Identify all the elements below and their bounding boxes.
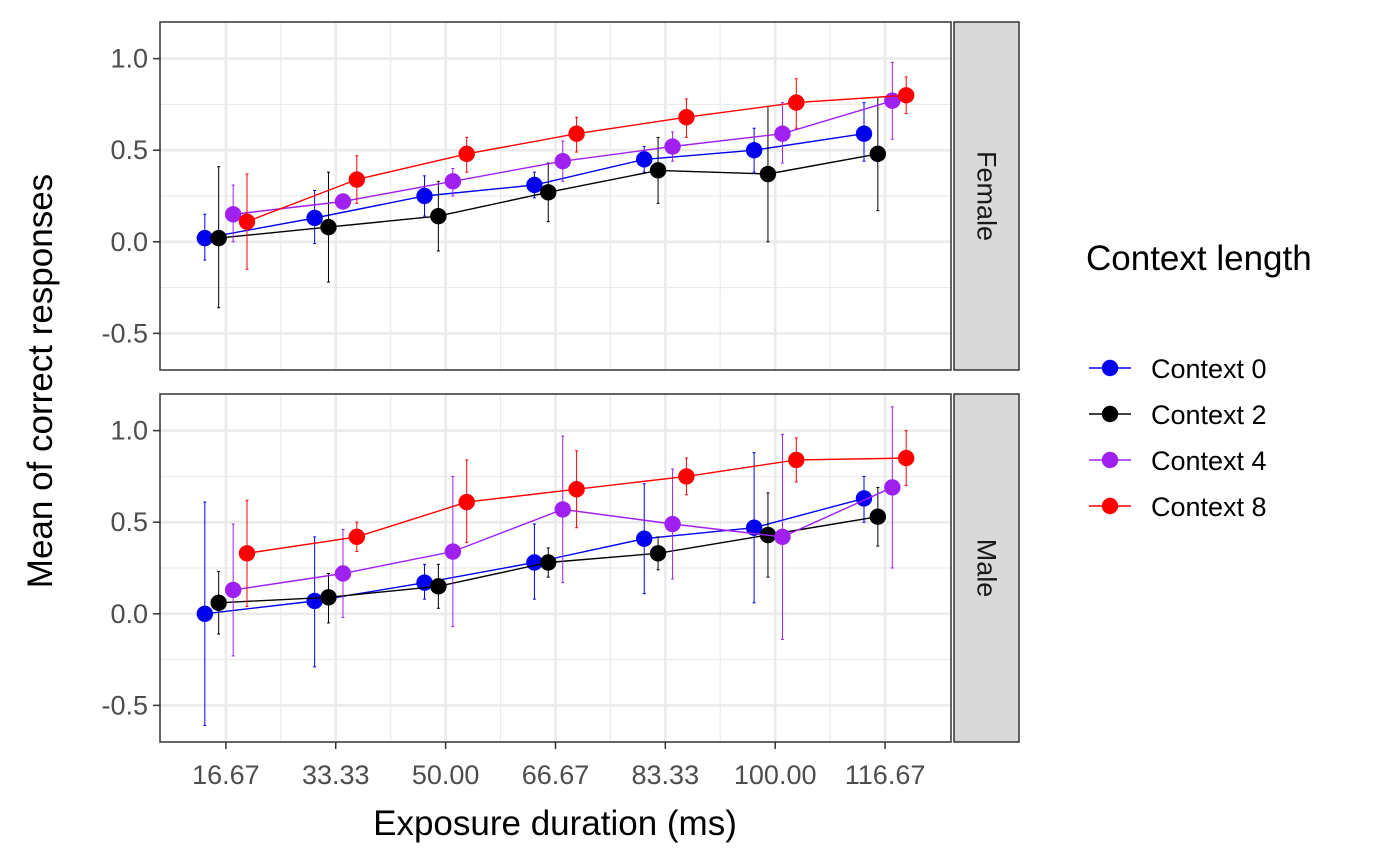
data-point — [458, 493, 475, 511]
x-tick-label: 16.67 — [192, 760, 260, 790]
x-tick-label: 33.33 — [302, 760, 370, 790]
data-point — [897, 449, 915, 467]
y-tick-label: 1.0 — [110, 416, 148, 446]
data-point — [238, 213, 256, 230]
facet-strip — [953, 21, 1020, 371]
y-tick-label: -0.5 — [101, 690, 148, 720]
data-point — [430, 578, 447, 595]
data-point — [678, 468, 695, 485]
data-point — [664, 138, 681, 155]
y-tick-label: 0.5 — [110, 507, 148, 537]
data-point — [636, 530, 653, 547]
legend-label: Context 8 — [1151, 492, 1267, 522]
data-point — [678, 109, 695, 126]
chart-panels: -0.5 0.0 0.5 1.0 Female -0.5 0.0 0.5 1.0 Male — [101, 21, 1020, 743]
data-point — [788, 451, 805, 469]
data-point — [774, 125, 791, 142]
y-axis-title: Mean of correct responses — [21, 174, 60, 588]
data-point — [320, 589, 337, 606]
y-tick-label: 0.5 — [110, 135, 148, 165]
data-point — [884, 479, 901, 496]
series-context-8 — [238, 76, 915, 270]
facet-strip-label: Female — [972, 151, 1002, 241]
series-context-8 — [238, 430, 915, 607]
x-tick-label: 66.67 — [522, 760, 590, 790]
series-context-0 — [196, 452, 873, 727]
data-point — [568, 481, 585, 498]
data-point — [759, 165, 777, 183]
legend-label: Context 0 — [1151, 354, 1267, 384]
data-point — [196, 605, 214, 622]
data-point — [869, 145, 887, 163]
legend-key-point — [1101, 359, 1119, 377]
data-point — [774, 528, 791, 546]
facet-strip-label: Male — [972, 539, 1002, 598]
data-point — [869, 508, 887, 525]
data-point — [649, 545, 667, 562]
panel-female: -0.5 0.0 0.5 1.0 Female — [101, 21, 1020, 371]
legend-label: Context 4 — [1151, 446, 1267, 476]
data-point — [210, 229, 227, 247]
data-point — [788, 94, 805, 111]
data-point — [649, 162, 667, 179]
x-tick-label: 100.00 — [734, 760, 817, 790]
data-point — [664, 515, 681, 533]
data-point — [554, 501, 571, 518]
x-tick-label: 116.67 — [845, 760, 926, 790]
y-tick-label: 1.0 — [110, 44, 148, 74]
data-point — [306, 209, 323, 227]
legend-entries: Context 0 Context 2 Context 4 Context 8 — [1089, 354, 1267, 522]
data-point — [334, 565, 352, 582]
data-point — [210, 594, 227, 611]
data-point — [540, 554, 557, 571]
data-point — [855, 125, 873, 142]
y-tick-label: 0.0 — [110, 227, 148, 257]
x-tick-label: 50.00 — [412, 760, 480, 790]
legend-entry: Context 0 — [1089, 354, 1267, 384]
data-point — [196, 229, 214, 247]
data-point — [458, 145, 475, 163]
panel-male: -0.5 0.0 0.5 1.0 Male — [101, 393, 1020, 743]
y-tick-label: 0.0 — [110, 599, 148, 629]
x-axis: 16.67 33.33 50.00 66.67 83.33 100.00 116.67 — [192, 742, 925, 790]
x-axis-title: Exposure duration (ms) — [373, 804, 737, 843]
legend-key-point — [1101, 405, 1119, 423]
data-point — [554, 153, 571, 170]
data-point — [745, 142, 763, 159]
data-point — [745, 519, 763, 536]
legend-key-point — [1101, 497, 1119, 515]
data-point — [334, 193, 352, 210]
legend-key-point — [1101, 451, 1119, 469]
panel-border — [159, 21, 952, 371]
legend-entry: Context 4 — [1089, 446, 1267, 476]
data-point — [348, 171, 366, 188]
data-point — [897, 87, 915, 104]
data-point — [526, 176, 543, 194]
data-point — [306, 592, 323, 610]
data-point — [540, 184, 557, 201]
data-point — [238, 545, 256, 562]
data-point — [348, 528, 366, 546]
series-context-0 — [196, 102, 873, 261]
legend-entry: Context 8 — [1089, 492, 1267, 522]
data-point — [224, 206, 242, 223]
data-point — [568, 125, 585, 142]
series-context-4 — [224, 406, 901, 657]
data-point — [320, 218, 337, 236]
x-tick-label: 83.33 — [632, 760, 700, 790]
legend-title: Context length — [1086, 239, 1312, 278]
data-point — [444, 173, 462, 190]
data-point — [430, 207, 447, 225]
data-point — [224, 581, 242, 599]
data-point — [444, 543, 462, 560]
data-point — [636, 151, 653, 168]
data-point — [416, 187, 433, 205]
facet-strip — [953, 393, 1020, 743]
y-tick-label: -0.5 — [101, 318, 148, 348]
legend-label: Context 2 — [1151, 400, 1267, 430]
legend-entry: Context 2 — [1089, 400, 1267, 430]
data-point — [855, 490, 873, 507]
